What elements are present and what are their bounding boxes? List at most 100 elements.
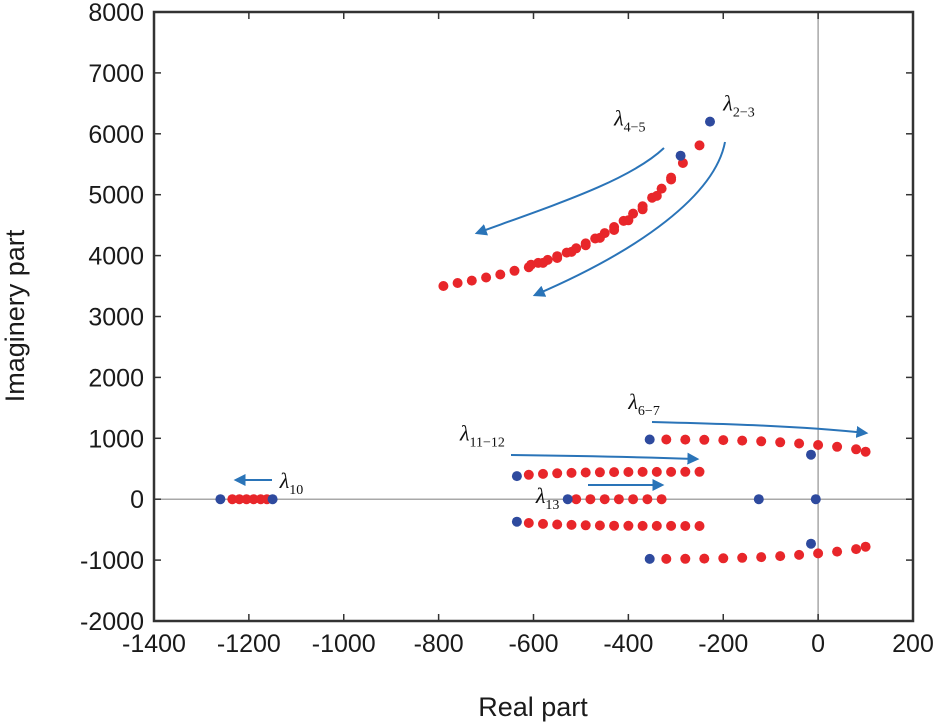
trajectory-point-1 (538, 518, 548, 529)
trajectory-point-10 (851, 544, 862, 555)
axis-ticks (153, 11, 914, 622)
trajectory-point-5 (594, 467, 605, 478)
trajectory-point-7 (566, 246, 577, 257)
initial-point-9 (753, 494, 764, 505)
trajectory-point-0 (523, 518, 534, 528)
series-initial (215, 116, 821, 564)
trajectory-point-3 (566, 467, 577, 478)
x-tick-label-1: -1200 (217, 630, 281, 658)
trajectory-point-0 (571, 494, 582, 505)
trajectory-point-3 (613, 494, 624, 505)
trajectory-point-12 (694, 466, 705, 477)
series-trajectory-lambda-11-12-lower (523, 518, 705, 531)
trajectory-point-3 (248, 494, 259, 505)
trajectory-point-15 (452, 278, 463, 288)
trajectory-point-6 (775, 437, 786, 448)
x-tick-label-7: 0 (811, 630, 825, 658)
trajectory-point-2 (599, 494, 610, 505)
trajectory-point-5 (642, 494, 653, 505)
trajectory-point-9 (832, 441, 843, 452)
y-tick-label-2: 0 (130, 486, 144, 514)
initial-point-12 (810, 494, 821, 505)
trajectory-point-4 (628, 494, 639, 505)
trajectory-point-4 (580, 467, 591, 478)
initial-point-1 (675, 150, 686, 161)
trajectory-point-3 (718, 435, 729, 446)
trajectory-point-8 (552, 253, 563, 263)
trajectory-point-2 (637, 204, 648, 215)
trajectory-point-13 (481, 272, 492, 283)
trajectory-point-11 (860, 446, 871, 457)
trajectory-point-2 (699, 553, 710, 564)
initial-point-11 (806, 538, 816, 549)
trajectory-point-16 (438, 281, 449, 291)
trajectory-point-3 (566, 519, 577, 530)
y-tick-label-8: 6000 (88, 121, 144, 149)
trajectory-point-7 (794, 549, 805, 560)
trajectory-point-0 (523, 469, 534, 480)
arrow-lambda-11-12 (510, 452, 700, 465)
trajectory-point-8 (637, 520, 648, 531)
initial-point-5 (511, 516, 522, 527)
trajectory-point-6 (656, 494, 667, 505)
series-trajectory-lambda-4-5 (438, 174, 677, 291)
series-trajectory-lambda-10 (227, 494, 272, 505)
arrow-lambda-2-3 (532, 141, 726, 297)
series-trajectory-lambda-6-7-lower (661, 541, 871, 564)
trajectory-point-5 (756, 552, 767, 563)
trajectory-point-6 (775, 551, 786, 562)
trajectory-point-7 (794, 438, 805, 449)
trajectory-point-4 (737, 552, 748, 563)
initial-point-8 (267, 494, 278, 505)
arrow-lambda-4-5 (474, 147, 665, 236)
trajectory-point-3 (623, 215, 634, 226)
y-tick-label-9: 7000 (88, 60, 144, 88)
trajectory-point-3 (718, 553, 729, 564)
trajectory-point-5 (756, 436, 767, 447)
trajectory-point-9 (651, 520, 662, 531)
trajectory-point-9 (832, 546, 843, 557)
trajectory-point-3 (656, 183, 667, 194)
trajectory-point-0 (661, 434, 672, 445)
x-tick-label-2: -1000 (312, 630, 376, 658)
trajectory-point-6 (609, 467, 620, 478)
initial-point-0 (705, 116, 715, 127)
y-axis-title: Imaginery part (0, 229, 30, 402)
trajectory-point-11 (680, 521, 691, 531)
trajectory-point-4 (580, 520, 591, 531)
y-tick-label-4: 2000 (88, 364, 144, 392)
x-axis-title: Real part (478, 692, 588, 722)
x-tick-label-4: -600 (508, 630, 558, 658)
trajectory-point-8 (813, 440, 824, 450)
trajectory-point-1 (680, 434, 691, 445)
trajectory-point-1 (585, 494, 596, 505)
trajectory-point-2 (241, 494, 252, 505)
x-tick-label-5: -400 (603, 630, 653, 658)
initial-point-10 (806, 449, 816, 460)
trajectory-point-5 (594, 520, 605, 531)
zero-lines (154, 12, 913, 621)
trajectory-point-0 (666, 174, 677, 185)
trajectory-point-9 (651, 466, 662, 477)
trajectory-point-1 (680, 553, 691, 564)
trajectory-point-14 (466, 275, 477, 286)
trajectory-point-10 (523, 262, 534, 273)
series-trajectory-lambda-11-12-upper (523, 466, 705, 480)
trajectory-point-4 (609, 225, 620, 235)
y-tick-label-6: 4000 (88, 243, 144, 271)
x-tick-label-6: -200 (698, 630, 748, 658)
initial-point-4 (511, 471, 522, 482)
trajectory-point-6 (580, 240, 591, 251)
direction-arrows (233, 141, 869, 491)
trajectory-point-8 (813, 548, 824, 559)
trajectory-point-10 (666, 466, 677, 477)
series-trajectory-lambda-13 (571, 494, 667, 505)
trajectory-point-1 (651, 190, 662, 201)
initial-point-6 (562, 494, 573, 505)
trajectory-point-5 (594, 232, 605, 243)
trajectory-point-7 (623, 467, 634, 477)
trajectory-point-4 (737, 435, 748, 446)
data-points (215, 116, 871, 564)
